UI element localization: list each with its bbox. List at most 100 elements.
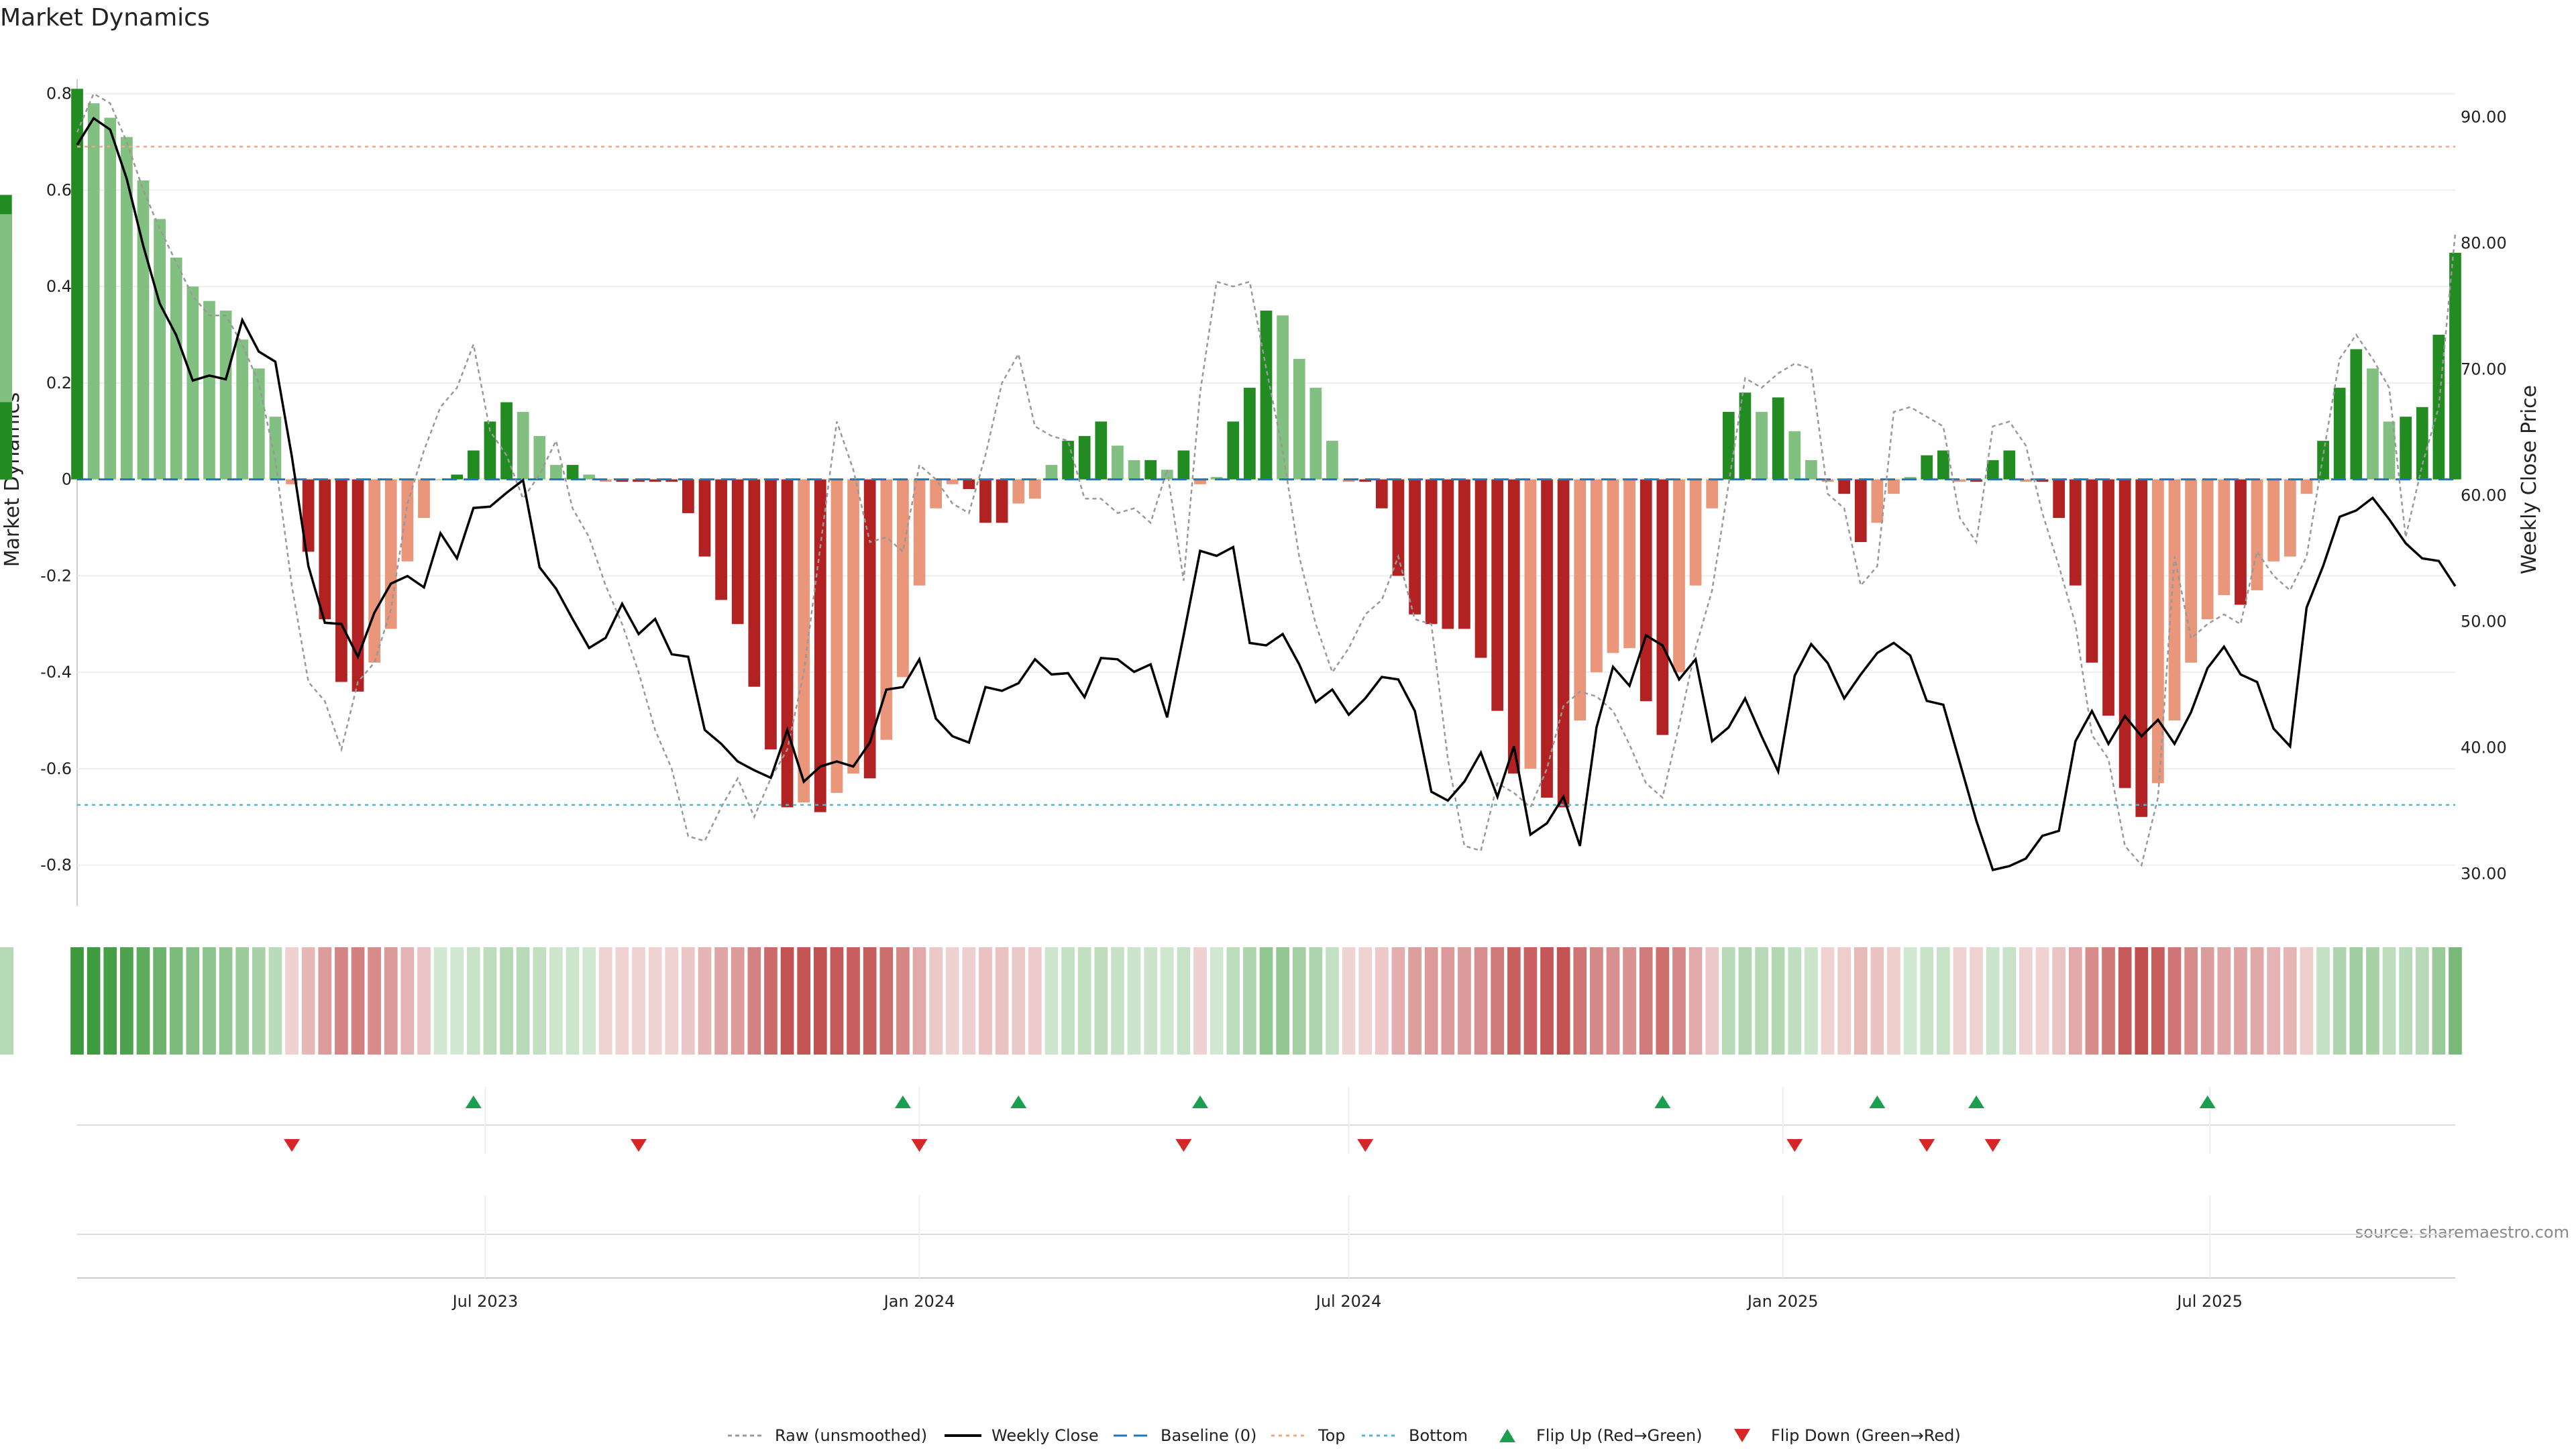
heat-cell xyxy=(929,947,943,1055)
heat-cell xyxy=(1177,947,1191,1055)
heat-cell xyxy=(252,947,266,1055)
y-tick-label: -0.6 xyxy=(40,759,72,778)
heat-cell xyxy=(698,947,712,1055)
legend-label: Weekly Close xyxy=(991,1426,1099,1445)
heat-cell xyxy=(1292,947,1306,1055)
heat-cell xyxy=(912,947,926,1055)
dynamics-bar xyxy=(946,479,959,484)
dynamics-bar xyxy=(1921,455,1933,480)
dynamics-bar xyxy=(451,474,464,480)
dynamics-bar xyxy=(1904,477,1917,480)
dynamics-bar xyxy=(186,286,199,480)
dynamics-bar xyxy=(2383,421,2396,480)
dynamics-bar xyxy=(1706,479,1719,508)
heat-cell xyxy=(417,947,431,1055)
dynamics-bar xyxy=(1607,479,1619,653)
heat-cell xyxy=(1391,947,1405,1055)
x-tick-label: Jul 2024 xyxy=(1315,1292,1382,1311)
y2-axis-label: Weekly Close Price xyxy=(2518,385,2541,574)
dynamics-bar xyxy=(302,479,315,552)
dynamics-bar xyxy=(2053,479,2065,519)
y-tick-label: 0 xyxy=(62,470,72,489)
dynamics-bar xyxy=(2086,479,2098,663)
heat-cell xyxy=(1144,947,1158,1055)
dynamics-bar xyxy=(1756,411,1768,480)
heat-cell xyxy=(1243,947,1256,1055)
heat-cell xyxy=(1903,947,1917,1055)
legend-label: Baseline (0) xyxy=(1161,1426,1256,1445)
dynamics-bar xyxy=(1012,479,1025,504)
dynamics-bar xyxy=(2020,479,2032,482)
dynamics-bar xyxy=(1194,479,1206,484)
heat-cell xyxy=(632,947,645,1055)
dynamics-bar xyxy=(863,479,876,779)
flip-down-marker xyxy=(1175,1139,1192,1152)
heat-cell xyxy=(2151,947,2165,1055)
heat-cell xyxy=(2035,947,2049,1055)
dynamics-bar xyxy=(682,479,694,513)
dynamics-bar xyxy=(401,479,414,561)
heat-cell xyxy=(2068,947,2082,1055)
heat-cell xyxy=(235,947,250,1055)
dynamics-bar xyxy=(1574,479,1587,721)
dynamics-bar xyxy=(71,89,83,480)
heat-cell xyxy=(301,947,315,1055)
dynamics-bar xyxy=(2185,479,2197,663)
heat-cell xyxy=(466,947,480,1055)
heat-cell xyxy=(335,947,348,1055)
heat-cell xyxy=(1408,947,1421,1055)
heat-cell xyxy=(219,947,233,1055)
dynamics-bar xyxy=(1342,479,1355,482)
dynamics-bar xyxy=(1557,479,1570,808)
dynamics-bar xyxy=(1409,479,1421,614)
heat-cell xyxy=(1458,947,1471,1055)
heat-cell xyxy=(1507,947,1521,1055)
chart-title: Market Dynamics xyxy=(0,4,210,32)
dynamics-bar xyxy=(1772,397,1784,480)
heat-cell xyxy=(648,947,662,1055)
dynamics-bar xyxy=(1524,479,1537,769)
heat-cell xyxy=(1936,947,1950,1055)
heat-cell xyxy=(2316,947,2330,1055)
heat-cell xyxy=(879,947,894,1055)
dynamics-bar xyxy=(583,474,596,480)
dynamics-bar xyxy=(1491,479,1504,711)
heat-cell xyxy=(87,947,101,1055)
heat-cell xyxy=(566,947,580,1055)
dynamics-bar xyxy=(0,402,12,480)
heat-cell xyxy=(731,947,745,1055)
dynamics-bar xyxy=(1442,479,1454,629)
heat-cell xyxy=(797,947,811,1055)
heat-cell xyxy=(2250,947,2264,1055)
x-tick-label: Jan 2025 xyxy=(1746,1292,1819,1311)
flip-up-marker xyxy=(1968,1095,1985,1108)
dynamics-bar xyxy=(1788,431,1801,480)
heat-cell xyxy=(714,947,728,1055)
dynamics-bar xyxy=(1425,479,1438,625)
heat-cell xyxy=(1326,947,1339,1055)
heat-cell xyxy=(1111,947,1124,1055)
heat-cell xyxy=(450,947,464,1055)
dynamics-bar xyxy=(1623,479,1635,649)
flip-down-marker xyxy=(1919,1139,1935,1152)
dynamics-bar xyxy=(352,479,364,692)
flip-down-marker xyxy=(631,1139,647,1152)
heat-cell xyxy=(979,947,992,1055)
heat-cell xyxy=(1755,947,1768,1055)
heat-cell xyxy=(1986,947,2000,1055)
dynamics-bar xyxy=(104,117,117,480)
heat-cell xyxy=(1639,947,1653,1055)
dynamics-bar xyxy=(1937,450,1949,480)
heat-cell xyxy=(1623,947,1636,1055)
dynamics-bar xyxy=(2168,479,2181,721)
y-tick-label: -0.8 xyxy=(40,856,72,875)
y2-tick-label: 30.00 xyxy=(2461,864,2507,883)
source-note: source: sharemaestro.com xyxy=(2355,1223,2569,1242)
heat-cell xyxy=(2118,947,2132,1055)
heat-cell xyxy=(351,947,365,1055)
heat-cell xyxy=(1721,947,1735,1055)
dynamics-bar xyxy=(1128,460,1140,480)
dynamics-bar xyxy=(1689,479,1702,586)
heat-cell xyxy=(1226,947,1240,1055)
dynamics-bar xyxy=(368,479,380,663)
